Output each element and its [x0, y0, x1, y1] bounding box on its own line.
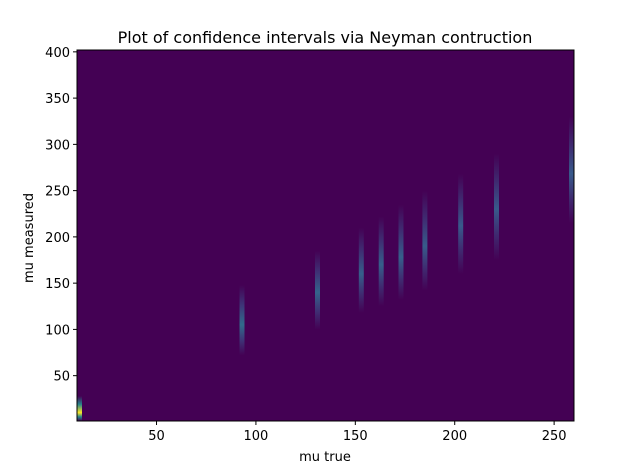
- plot-frame: [76, 49, 575, 422]
- y-tick-label: 400: [45, 46, 70, 61]
- y-tick-label: 250: [45, 185, 70, 200]
- plot-area: [76, 49, 575, 422]
- x-tick-label: 250: [542, 429, 567, 444]
- confidence-interval-band: [494, 153, 499, 260]
- y-tick-label: 350: [45, 92, 70, 107]
- x-tick-label: 200: [442, 429, 467, 444]
- confidence-interval-band: [239, 285, 245, 356]
- x-axis-ticks: 50 100 150 200 250: [148, 421, 567, 444]
- x-tick-label: 50: [148, 429, 165, 444]
- y-tick-label: 200: [45, 231, 70, 246]
- confidence-interval-band: [378, 216, 384, 307]
- confidence-interval-band: [358, 227, 364, 313]
- y-tick-label: 50: [53, 370, 70, 385]
- y-tick-label: 100: [45, 323, 70, 338]
- confidence-interval-band: [569, 116, 574, 223]
- x-tick-label: 100: [244, 429, 269, 444]
- confidence-interval-band: [458, 174, 464, 274]
- y-axis-ticks: 50 100 150 200 250 300 350 400: [45, 46, 77, 385]
- y-axis-label: mu measured: [22, 193, 37, 283]
- confidence-interval-band: [315, 250, 320, 330]
- y-tick-label: 150: [45, 277, 70, 292]
- confidence-interval-band: [398, 204, 404, 300]
- y-tick-label: 300: [45, 138, 70, 153]
- intervals-layer: [77, 116, 574, 421]
- confidence-interval-band: [422, 190, 428, 291]
- chart-title: Plot of confidence intervals via Neyman …: [118, 28, 533, 47]
- confidence-interval-band: [77, 396, 82, 421]
- heatmap-background: [77, 50, 574, 421]
- x-axis-label: mu true: [299, 450, 351, 465]
- x-tick-label: 150: [343, 429, 368, 444]
